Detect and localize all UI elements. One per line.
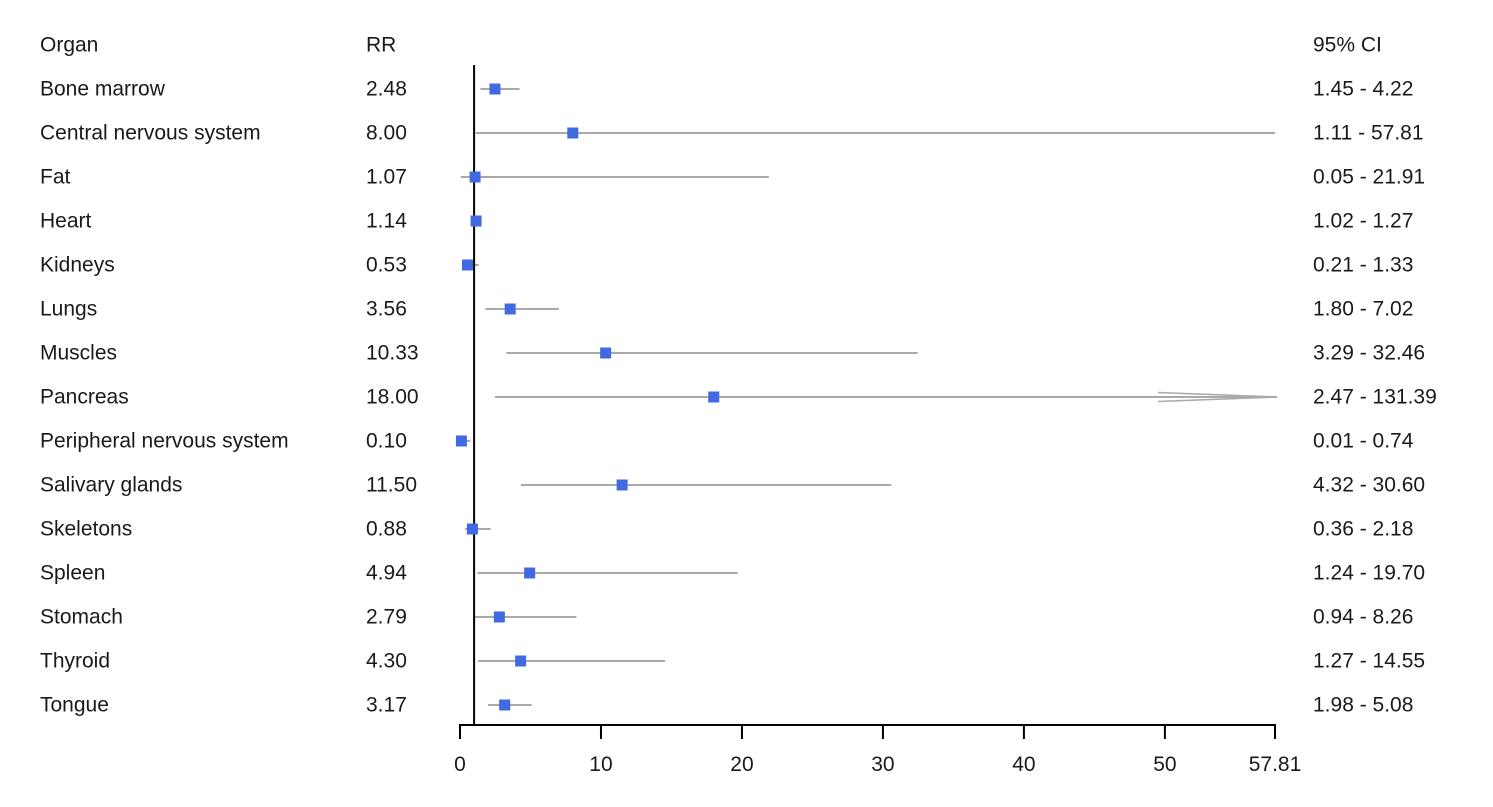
ci-range: 0.05 - 21.91 [1313,165,1426,189]
rr-marker [470,215,482,227]
rr-value: 4.94 [366,561,407,585]
rr-marker [461,259,473,271]
organ-label: Skeletons [40,517,133,541]
ci-range: 1.98 - 5.08 [1313,693,1414,717]
axis-tick-label: 20 [730,753,753,776]
ci-range: 0.36 - 2.18 [1313,517,1414,541]
rr-marker [524,567,536,579]
axis-tick-label: 10 [589,753,612,776]
axis-tick-label: 40 [1012,753,1035,776]
rr-value: 3.56 [366,297,407,321]
organ-label: Bone marrow [40,77,165,101]
organ-label: Lungs [40,297,98,321]
ci-range: 1.24 - 19.70 [1313,561,1426,585]
organ-label: Tongue [40,693,109,717]
rr-marker [515,655,527,667]
rr-marker [493,611,505,623]
organ-label: Heart [40,209,92,233]
column-header-rr: RR [366,33,397,57]
rr-marker [499,699,511,711]
organ-label: Pancreas [40,385,129,409]
rr-marker [567,127,579,139]
ci-clip-arrow [1157,396,1278,403]
organ-label: Peripheral nervous system [40,429,289,453]
rr-value: 0.53 [366,253,407,277]
organ-label: Muscles [40,341,118,365]
rr-value: 0.10 [366,429,407,453]
rr-marker [469,171,481,183]
rr-marker [616,479,628,491]
rr-value: 4.30 [366,649,407,673]
rr-marker [489,83,501,95]
rr-value: 2.48 [366,77,407,101]
rr-value: 10.33 [366,341,419,365]
organ-label: Fat [40,165,71,189]
ci-range: 1.80 - 7.02 [1313,297,1414,321]
rr-marker [600,347,612,359]
ci-clip-arrow [1157,391,1278,398]
rr-value: 8.00 [366,121,407,145]
ci-range: 1.11 - 57.81 [1313,121,1424,145]
ci-range: 4.32 - 30.60 [1313,473,1426,497]
ci-range: 0.01 - 0.74 [1313,429,1414,453]
rr-marker [708,391,720,403]
ci-range: 1.45 - 4.22 [1313,77,1414,101]
axis-tick-label: 30 [871,753,894,776]
ci-range: 2.47 - 131.39 [1313,385,1437,409]
ci-range: 1.02 - 1.27 [1313,209,1414,233]
ci-range: 1.27 - 14.55 [1313,649,1426,673]
rr-value: 1.14 [366,209,407,233]
rr-value: 2.79 [366,605,407,629]
column-header-ci: 95% CI [1313,33,1382,57]
rr-value: 3.17 [366,693,407,717]
organ-label: Thyroid [40,649,111,673]
rr-value: 18.00 [366,385,419,409]
rr-marker [504,303,516,315]
axis-tick-label: 0 [454,753,466,776]
organ-label: Kidneys [40,253,115,277]
ci-range: 0.21 - 1.33 [1313,253,1414,277]
column-header-organ: Organ [40,33,99,57]
axis-tick-label: 50 [1153,753,1176,776]
rr-marker [466,523,478,535]
organ-label: Stomach [40,605,123,629]
ci-range: 3.29 - 32.46 [1313,341,1426,365]
axis-tick-label: 57.81 [1249,753,1302,776]
rr-marker [455,435,467,447]
rr-value: 11.50 [366,473,417,497]
organ-label: Spleen [40,561,106,585]
ci-range: 0.94 - 8.26 [1313,605,1414,629]
rr-value: 0.88 [366,517,407,541]
organ-label: Central nervous system [40,121,261,145]
rr-value: 1.07 [366,165,407,189]
organ-label: Salivary glands [40,473,183,497]
